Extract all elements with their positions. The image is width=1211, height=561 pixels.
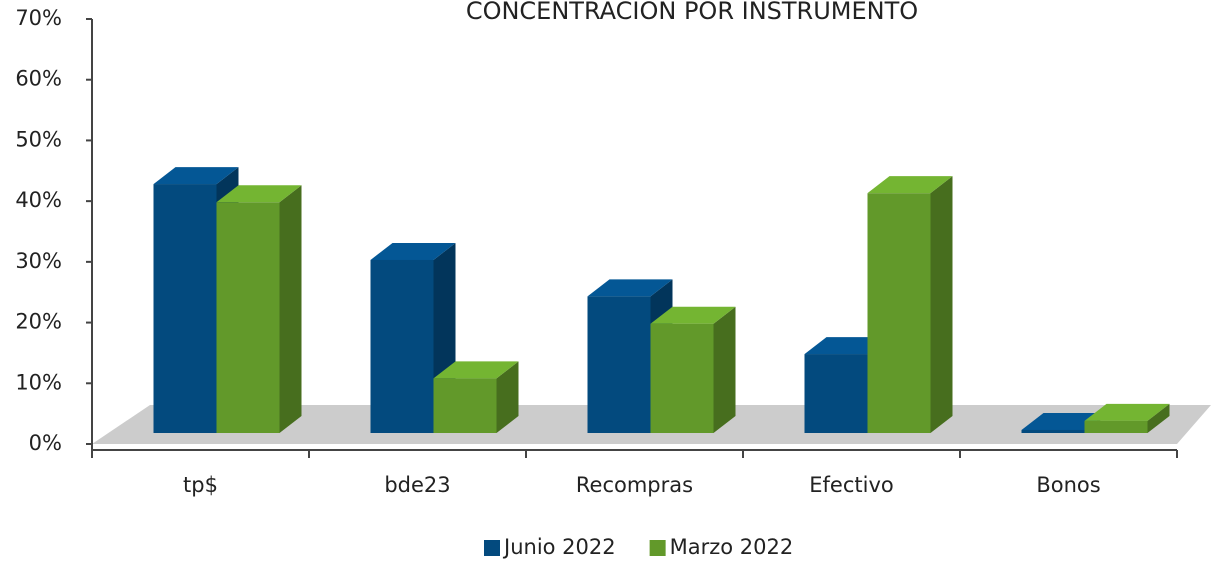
bar-top xyxy=(216,185,302,203)
x-tick-label: bde23 xyxy=(384,473,450,497)
bar xyxy=(433,361,519,433)
bar-side xyxy=(496,361,519,433)
y-tick-label: 20% xyxy=(15,310,62,334)
y-tick-label: 30% xyxy=(15,249,62,273)
legend-label: Marzo 2022 xyxy=(670,535,794,559)
y-tick-label: 70% xyxy=(15,6,62,30)
y-tick-label: 50% xyxy=(15,127,62,151)
legend-label: Junio 2022 xyxy=(502,535,616,559)
x-tick-label: Bonos xyxy=(1036,473,1100,497)
bar-front xyxy=(867,193,931,433)
bar xyxy=(867,176,953,433)
bar-side xyxy=(930,176,953,433)
bar-front xyxy=(587,296,651,433)
bar xyxy=(1084,403,1170,433)
bar-top xyxy=(433,361,519,379)
bar-front xyxy=(216,202,280,433)
bar-top xyxy=(587,279,673,297)
bar-front xyxy=(433,378,497,433)
bar-top xyxy=(370,242,456,260)
legend-swatch xyxy=(484,540,500,556)
legend-swatch xyxy=(649,540,666,556)
bar-front xyxy=(1084,420,1148,433)
bar-front xyxy=(370,259,434,433)
bar-top xyxy=(867,176,953,194)
bar-front xyxy=(1021,429,1085,433)
x-tick-label: tp$ xyxy=(183,473,218,497)
bar-top xyxy=(650,306,736,324)
bar xyxy=(650,306,736,433)
bar-top xyxy=(153,167,239,185)
y-tick-label: 60% xyxy=(15,67,62,91)
bar-front xyxy=(153,184,217,433)
y-tick-label: 0% xyxy=(29,431,62,455)
y-tick-label: 10% xyxy=(15,370,62,394)
y-tick-label: 40% xyxy=(15,188,62,212)
chart-title: CONCENTRACION POR INSTRUMENTO xyxy=(466,0,918,25)
bar-side xyxy=(1147,403,1170,433)
x-tick-label: Efectivo xyxy=(809,473,893,497)
bar xyxy=(216,185,302,433)
x-tick-label: Recompras xyxy=(576,473,693,497)
bar-side xyxy=(713,306,736,433)
bar-front xyxy=(650,323,714,433)
bar-top xyxy=(1084,403,1170,421)
bar-side xyxy=(279,185,302,433)
bar-front xyxy=(804,354,868,433)
